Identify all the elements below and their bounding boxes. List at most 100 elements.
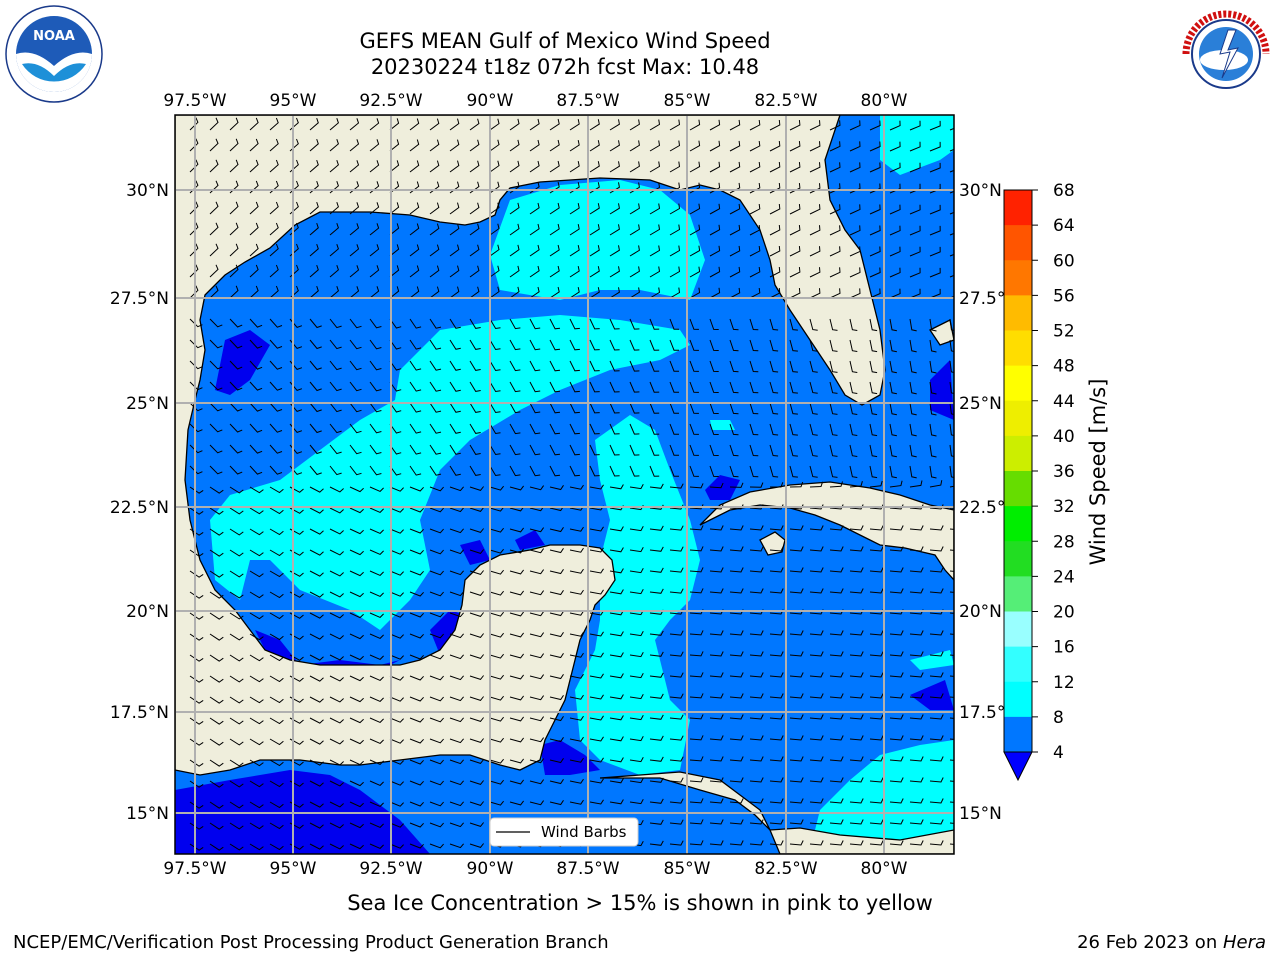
- wind-barb: [209, 822, 224, 830]
- wind-barb: [769, 423, 779, 436]
- wind-barb: [669, 630, 684, 636]
- wind-barb: [249, 264, 259, 278]
- wind-barb: [409, 612, 424, 618]
- wind-barb: [489, 265, 500, 278]
- wind-barb: [229, 528, 244, 536]
- wind-barb: [309, 444, 322, 455]
- wind-barb: [669, 588, 684, 594]
- wind-barb: [309, 381, 322, 392]
- wind-barb: [209, 570, 224, 578]
- wind-barb: [569, 161, 580, 173]
- wind-barb: [549, 737, 564, 743]
- wind-barb: [389, 139, 400, 152]
- wind-barb: [569, 715, 584, 721]
- wind-barb: [769, 777, 784, 783]
- wind-barb: [449, 244, 460, 257]
- wind-barb: [529, 611, 545, 617]
- wind-barb: [769, 245, 781, 257]
- wind-barb: [349, 265, 360, 278]
- wind-barb: [369, 286, 380, 299]
- wind-barb: [349, 696, 364, 703]
- wind-barb: [689, 402, 699, 414]
- wind-barb: [589, 161, 600, 173]
- wind-barb: [509, 465, 521, 477]
- wind-barb: [629, 402, 640, 414]
- footer-date: 26 Feb 2023 on Hera: [1077, 932, 1266, 953]
- wind-barb: [849, 225, 861, 236]
- wind-barb: [329, 486, 344, 493]
- wind-barb: [729, 182, 741, 194]
- wind-barb: [309, 717, 324, 724]
- wind-barb: [349, 591, 364, 598]
- wind-barb: [509, 485, 524, 491]
- wind-barb: [629, 483, 644, 490]
- wind-barb: [329, 139, 339, 152]
- wind-barb: [509, 674, 524, 680]
- subtitle: Sea Ice Concentration > 15% is shown in …: [347, 891, 933, 915]
- wind-barb: [269, 570, 284, 578]
- wind-barb: [209, 507, 224, 515]
- wind-barb: [849, 423, 858, 436]
- wind-barb: [709, 798, 724, 804]
- wind-barb: [469, 528, 484, 533]
- wind-barb: [429, 507, 444, 513]
- wind-barb: [529, 444, 541, 456]
- wind-barb: [869, 735, 884, 741]
- colorbar-bin: [1004, 435, 1032, 472]
- wind-barb: [369, 654, 384, 660]
- wind-barb: [549, 465, 561, 477]
- wind-barb: [509, 265, 520, 278]
- wind-barb: [609, 778, 624, 784]
- wind-barb: [189, 486, 204, 494]
- wind-barb: [429, 633, 444, 639]
- wind-barb: [309, 243, 319, 257]
- wind-barb: [689, 504, 704, 510]
- wind-barb: [769, 798, 784, 804]
- wind-barb: [709, 423, 719, 435]
- wind-barb: [229, 780, 244, 788]
- wind-barb: [409, 318, 422, 329]
- wind-barb: [429, 591, 444, 597]
- wind-barb: [709, 360, 719, 372]
- wind-barb: [589, 568, 604, 574]
- wind-barb: [929, 246, 941, 257]
- wind-barb: [569, 318, 580, 330]
- wind-barb: [349, 633, 364, 640]
- wind-barb: [349, 286, 360, 299]
- wind-barb: [449, 139, 460, 152]
- wind-barb: [429, 780, 444, 786]
- wind-barb: [329, 549, 344, 556]
- wind-barb: [729, 266, 741, 278]
- wind-barb: [789, 465, 798, 478]
- wind-barb: [629, 465, 640, 477]
- lat-tick-left: 20°N: [126, 602, 169, 622]
- wind-barb: [929, 267, 941, 278]
- wind-barb: [309, 339, 322, 350]
- wind-barb: [649, 840, 664, 846]
- wind-barb: [769, 465, 779, 478]
- wind-barb: [769, 630, 784, 636]
- wind-barb: [409, 507, 424, 513]
- wind-barb: [609, 444, 620, 456]
- wind-barb: [509, 758, 524, 764]
- wind-barb: [729, 798, 744, 804]
- wind-barb: [509, 737, 524, 743]
- wind-barb: [229, 285, 239, 299]
- wind-barb: [789, 288, 801, 299]
- wind-barb: [669, 525, 684, 531]
- wind-barb: [509, 444, 521, 456]
- wind-barb: [869, 525, 884, 531]
- footer-date-text: 26 Feb 2023 on: [1077, 932, 1223, 953]
- wind-barb: [849, 546, 864, 552]
- wind-barb: [269, 201, 279, 215]
- wind-barb: [589, 203, 600, 215]
- wind-barb: [549, 402, 561, 414]
- lat-tick-left: 17.5°N: [110, 703, 169, 723]
- wind-barb: [389, 339, 402, 350]
- wind-barb: [229, 486, 244, 494]
- wind-barb: [909, 267, 921, 278]
- wind-barb: [529, 381, 541, 393]
- wind-barb: [709, 630, 724, 636]
- wind-barb: [689, 819, 704, 825]
- wind-barb: [849, 318, 858, 331]
